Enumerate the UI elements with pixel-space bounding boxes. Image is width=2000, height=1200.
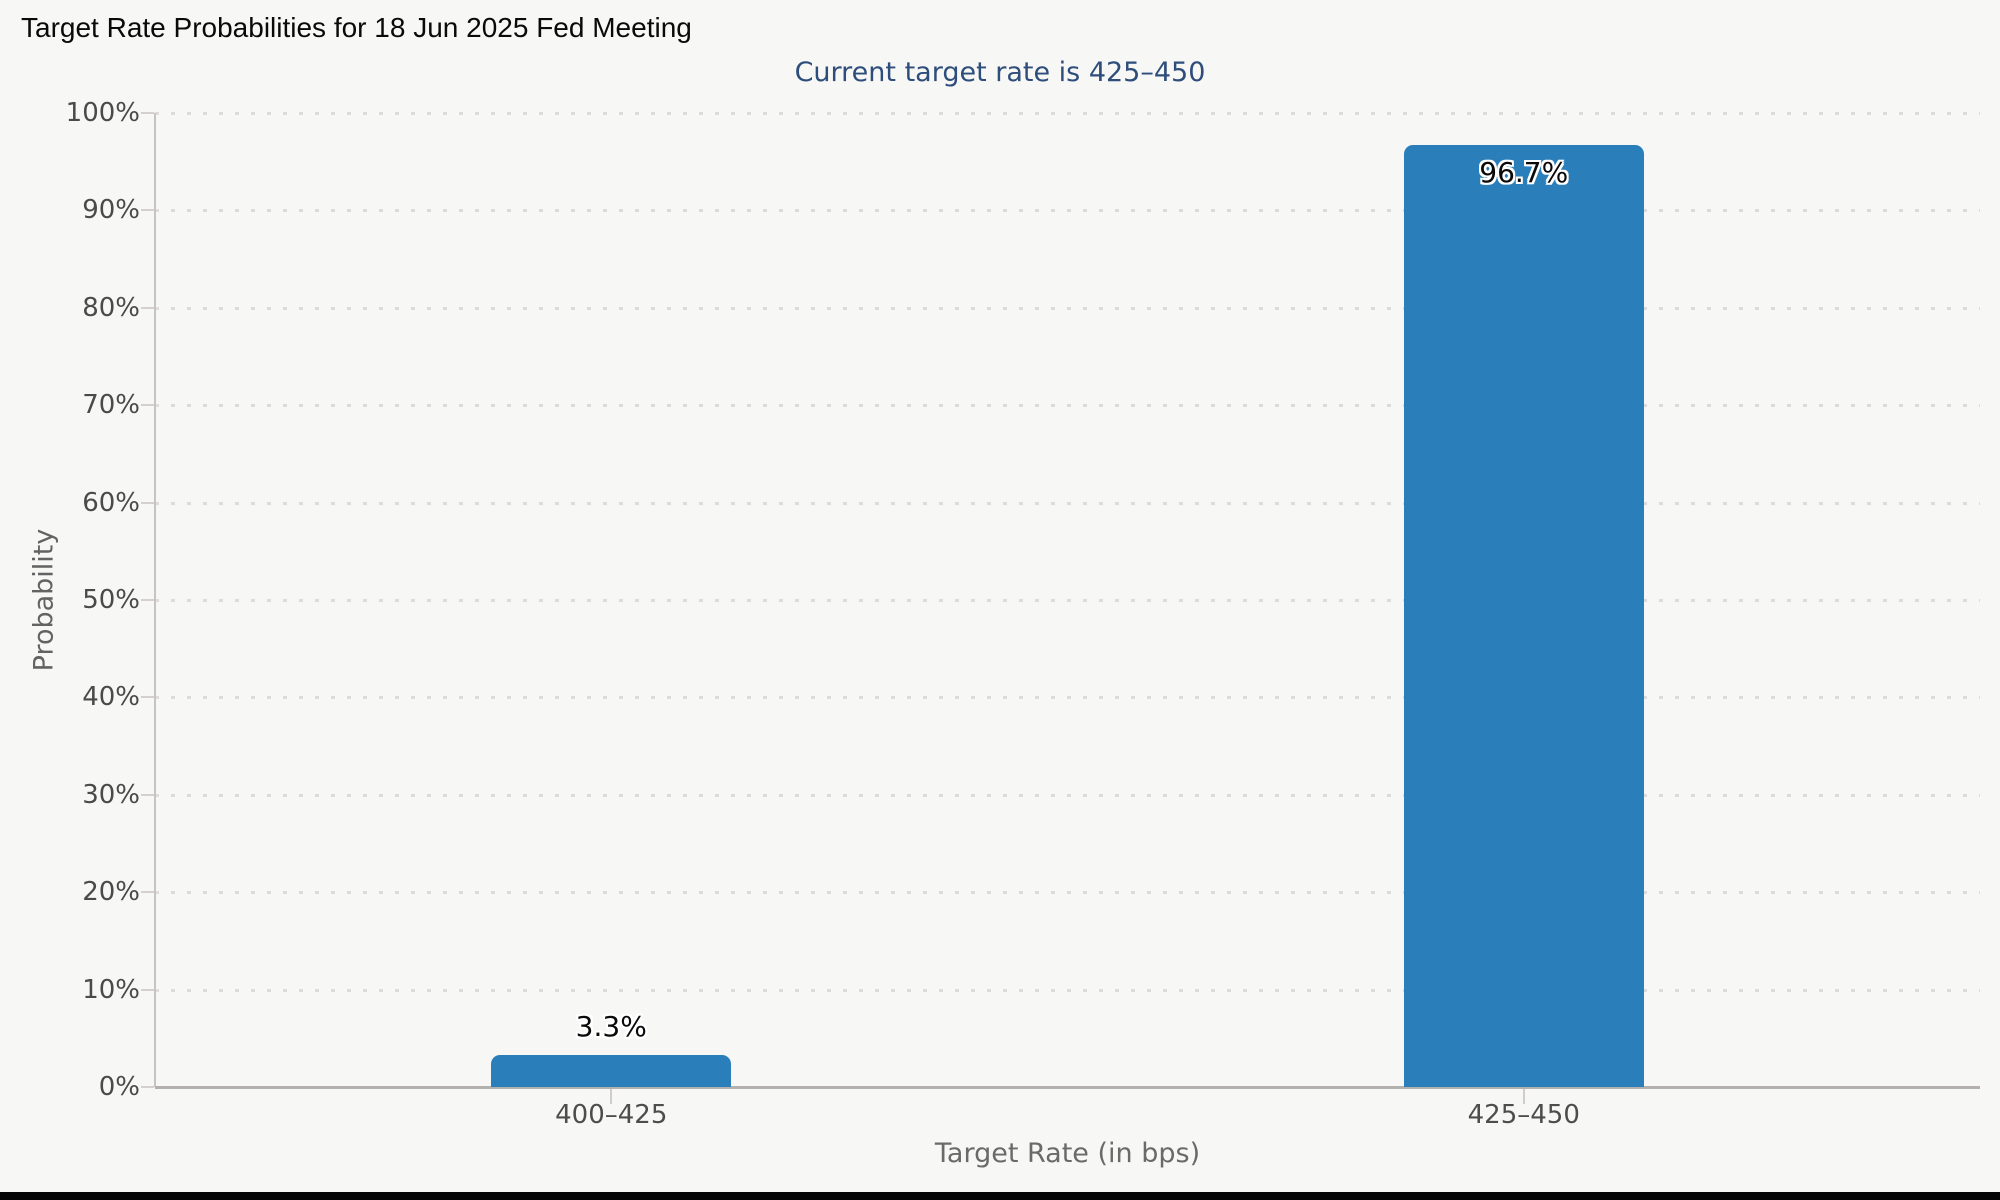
probability-bar[interactable] xyxy=(491,1054,732,1087)
y-tick-label: 0% xyxy=(98,1072,140,1102)
plot-area xyxy=(155,112,1980,1087)
gridline xyxy=(155,793,1980,797)
bar-value-label: 3.3% xyxy=(575,1009,647,1043)
gridline xyxy=(155,306,1980,310)
y-tick-label: 10% xyxy=(82,974,140,1005)
y-tick-label: 80% xyxy=(82,292,140,323)
x-axis-baseline xyxy=(155,1086,1980,1089)
y-tick-label: 60% xyxy=(82,487,140,518)
y-tick-label: 40% xyxy=(82,682,140,713)
y-tick-mark xyxy=(141,988,154,991)
y-tick-label: 30% xyxy=(82,779,140,810)
gridline xyxy=(155,209,1980,213)
y-tick-mark xyxy=(141,306,154,309)
x-tick-label: 400–425 xyxy=(555,1100,668,1130)
y-tick-mark xyxy=(141,891,154,894)
y-tick-mark xyxy=(141,1086,154,1088)
y-tick-label: 100% xyxy=(65,98,140,128)
y-tick-label: 90% xyxy=(82,195,140,226)
y-axis-line xyxy=(154,113,156,1087)
y-tick-mark xyxy=(141,112,154,114)
bar-value-label: 96.7% xyxy=(1479,156,1569,190)
y-tick-mark xyxy=(141,501,154,504)
x-tick-mark xyxy=(1522,1089,1525,1104)
x-axis-title: Target Rate (in bps) xyxy=(934,1138,1201,1169)
x-tick-label: 425–450 xyxy=(1467,1100,1580,1130)
bottom-edge-strip xyxy=(0,1192,2000,1200)
y-tick-mark xyxy=(141,599,154,601)
gridline xyxy=(155,599,1980,602)
y-tick-mark xyxy=(141,209,154,212)
y-tick-label: 70% xyxy=(82,390,140,421)
gridline xyxy=(155,112,1980,115)
y-axis-title: Probability xyxy=(28,528,60,672)
y-tick-mark xyxy=(141,696,154,699)
chart-subtitle: Current target rate is 425–450 xyxy=(794,57,1206,88)
gridline xyxy=(155,404,1980,408)
y-tick-mark xyxy=(141,793,154,796)
gridline xyxy=(155,988,1980,992)
gridline xyxy=(155,891,1980,895)
probability-bar[interactable] xyxy=(1403,145,1644,1087)
gridline xyxy=(155,696,1980,700)
gridline xyxy=(155,501,1980,505)
y-tick-label: 50% xyxy=(82,585,140,615)
y-tick-label: 20% xyxy=(82,877,140,908)
x-tick-mark xyxy=(610,1089,613,1104)
chart-title: Target Rate Probabilities for 18 Jun 202… xyxy=(21,12,692,43)
y-tick-mark xyxy=(141,404,154,407)
